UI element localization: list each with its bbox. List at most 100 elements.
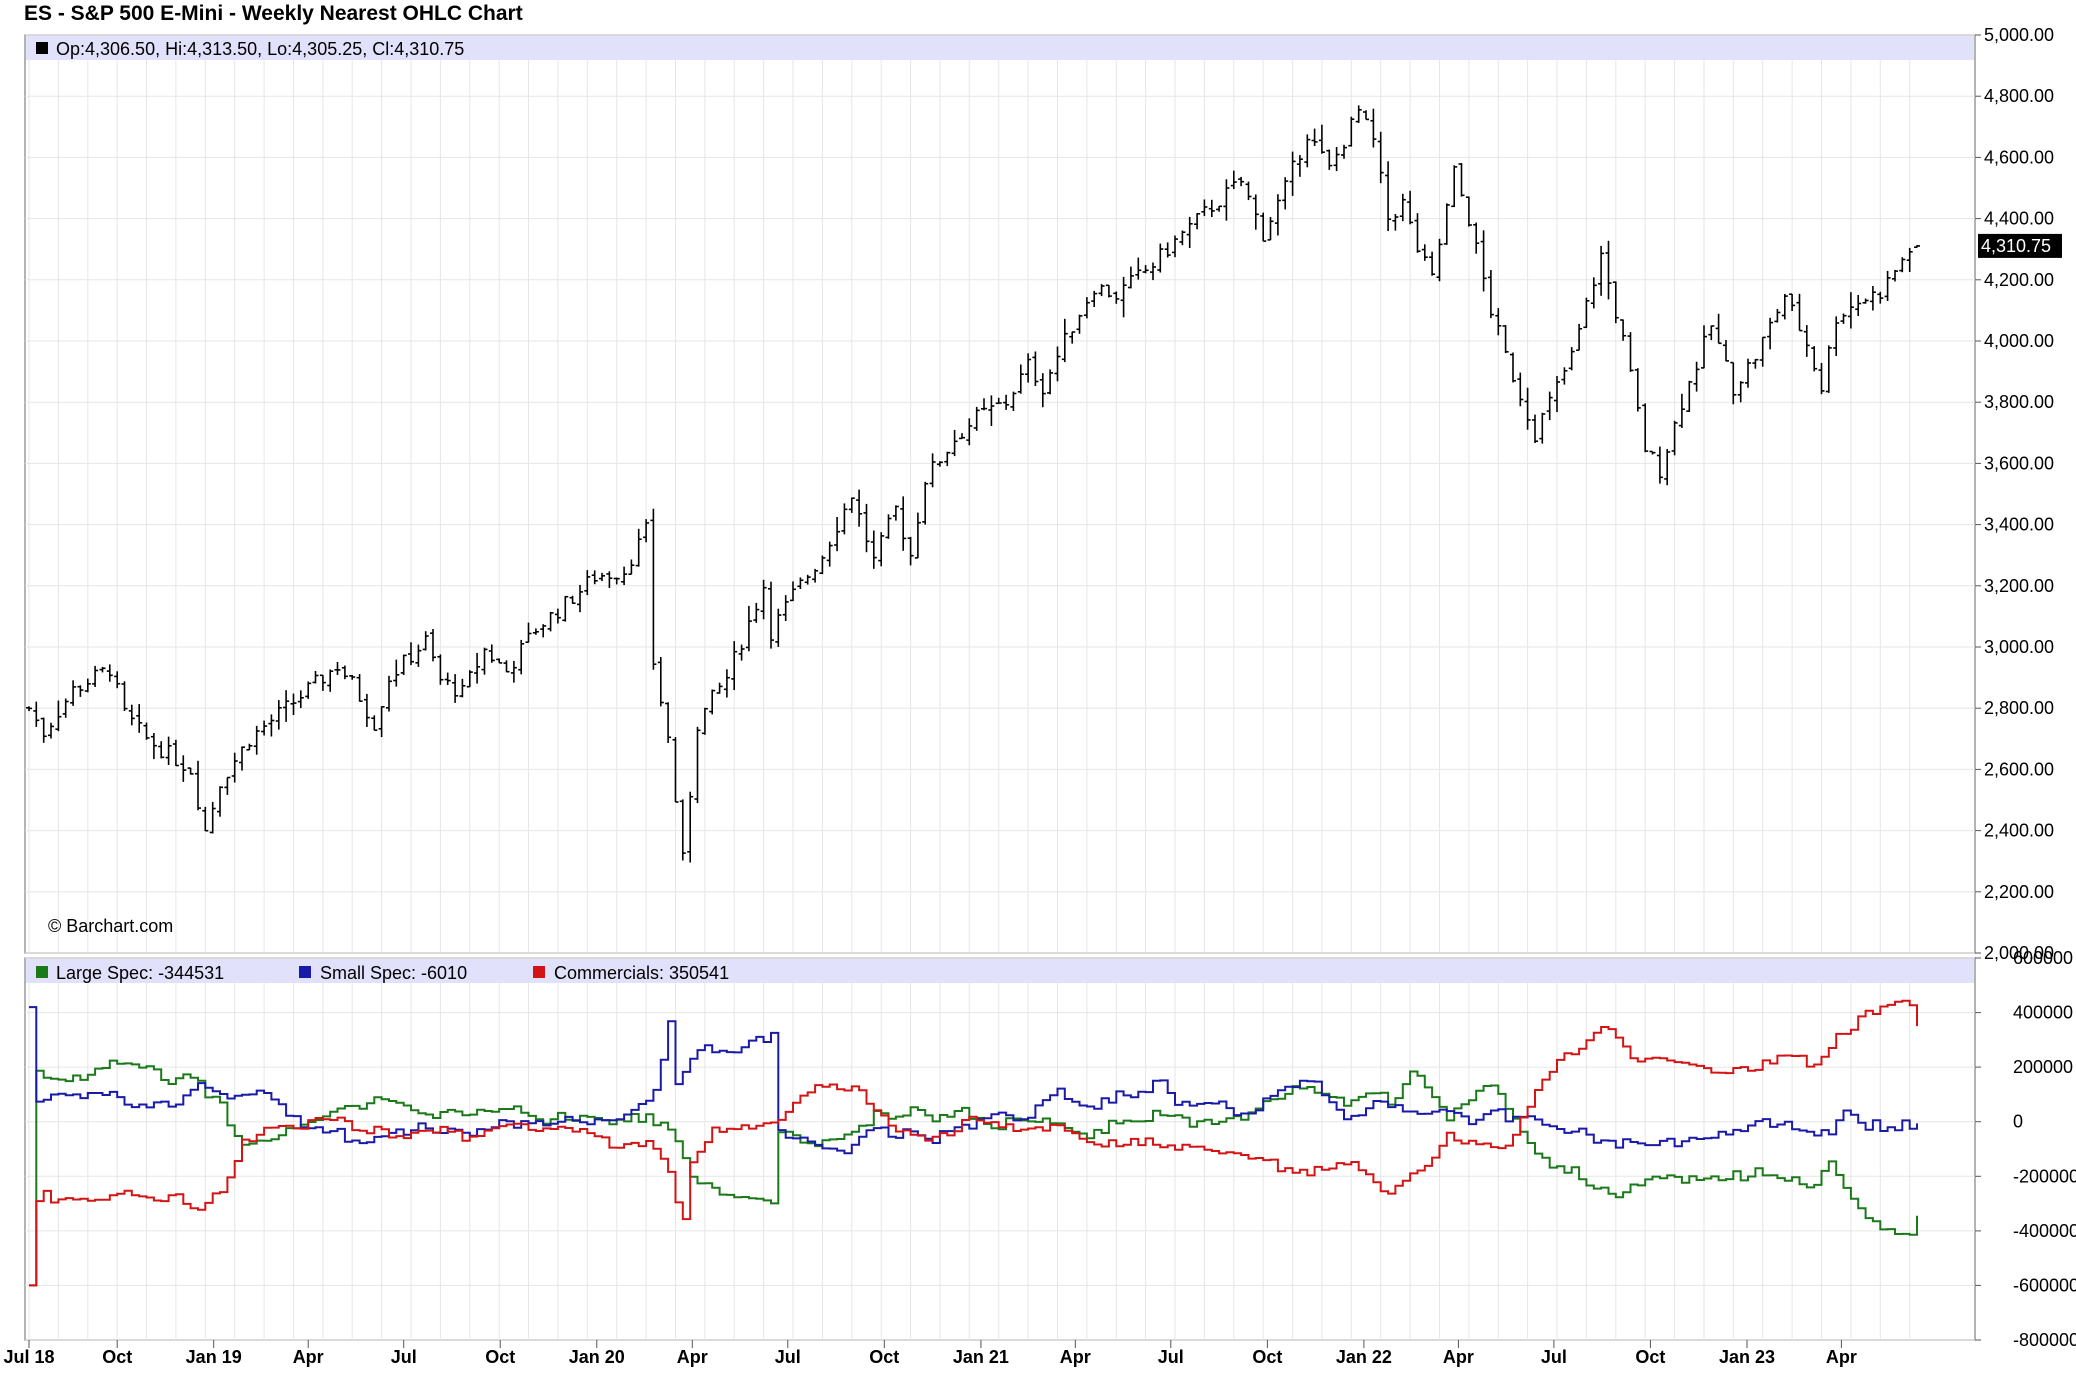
ohlc-bar (1216, 205, 1223, 212)
ohlc-bar (1649, 450, 1656, 455)
ohlc-bar (1098, 284, 1105, 297)
ohlc-bar (577, 584, 583, 613)
x-tick-label: Jul (1158, 1347, 1184, 1367)
legend-swatch-large-spec (36, 966, 48, 978)
x-tick-label: Oct (869, 1347, 899, 1367)
price-y-axis: 5,000.00 4,800.00 4,600.00 4,400.00 4,200.00… (1975, 25, 2054, 963)
ohlc-bar (1186, 216, 1193, 248)
watermark: © Barchart.com (48, 916, 173, 936)
ohlc-bar (165, 736, 172, 765)
ohlc-bar (1833, 316, 1840, 356)
ohlc-bar (466, 670, 473, 688)
ohlc-bar (1341, 144, 1347, 159)
ohlc-bar (922, 481, 929, 525)
ohlc-bar (246, 743, 253, 751)
ohlc-bar (621, 566, 628, 586)
ohlc-bar (1414, 213, 1421, 253)
ohlc-bar (202, 806, 209, 832)
ohlc-bar (1524, 387, 1531, 430)
ohlc-bar (1892, 269, 1898, 282)
ohlc-bar (195, 760, 201, 811)
last-price-marker: 4,310.75 (1978, 233, 2062, 258)
ohlc-bar (1869, 286, 1876, 311)
x-tick-label: Oct (1252, 1347, 1282, 1367)
y-tick-label: 600000 (2013, 948, 2073, 968)
ohlc-bar (1142, 265, 1149, 274)
ohlc-bar (738, 644, 745, 661)
ohlc-bar (687, 791, 694, 863)
ohlc-bar (275, 700, 282, 730)
x-tick-label: Jul (391, 1347, 417, 1367)
ohlc-bar (966, 418, 973, 446)
ohlc-bar (48, 722, 54, 739)
legend-large-spec: Large Spec: -344531 (56, 963, 224, 983)
y-tick-label: 5,000.00 (1984, 25, 2054, 45)
ohlc-bar (437, 654, 444, 685)
y-tick-label: -600000 (2013, 1275, 2076, 1295)
ohlc-bar (731, 641, 738, 691)
ohlc-bar (584, 570, 591, 596)
ohlc-bar (1664, 449, 1671, 486)
ohlc-bar (327, 669, 334, 692)
ohlc-bar (936, 461, 943, 467)
ohlc-bar (114, 671, 121, 689)
ohlc-bar (1451, 165, 1458, 208)
legend-swatch-commercials (533, 966, 545, 978)
y-tick-label: -200000 (2013, 1166, 2076, 1186)
ohlc-bar (768, 581, 774, 649)
x-tick-label: Jan 22 (1336, 1347, 1392, 1367)
ohlc-bar (547, 612, 554, 632)
y-tick-label: 4,800.00 (1984, 86, 2054, 106)
ohlc-bar (599, 572, 605, 582)
ohlc-bar (1311, 128, 1318, 146)
y-tick-label: 2,600.00 (1984, 759, 2054, 779)
ohlc-bar (665, 702, 672, 743)
ohlc-bar (1194, 213, 1201, 230)
ohlc-bar (885, 514, 892, 539)
ohlc-bar (701, 707, 708, 735)
ohlc-bar (1127, 266, 1134, 289)
ohlc-bar (312, 671, 319, 684)
y-tick-label: 4,200.00 (1984, 270, 2054, 290)
ohlc-bar (121, 681, 128, 711)
ohlc-bar (1333, 147, 1340, 172)
ohlc-bar (106, 664, 113, 682)
ohlc-bar (452, 674, 459, 703)
ohlc-bar (1091, 290, 1098, 307)
ohlc-bar (231, 752, 238, 783)
y-tick-label: 3,800.00 (1984, 392, 2054, 412)
ohlc-bar (1083, 297, 1090, 319)
ohlc-bar (716, 682, 723, 694)
y-tick-label: 2,000.00 (1984, 943, 2054, 963)
ohlc-bar (1003, 394, 1010, 410)
ohlc-bar (136, 704, 143, 733)
ohlc-bar (1172, 235, 1178, 258)
ohlc-bar (775, 608, 782, 647)
ohlc-bar (518, 639, 525, 675)
y-tick-label: 400000 (2013, 1003, 2073, 1023)
ohlc-bar (268, 714, 275, 737)
ohlc-bar (1568, 347, 1575, 371)
ohlc-bar (679, 799, 686, 861)
ohlc-bar (1561, 367, 1568, 385)
ohlc-bar (959, 433, 965, 440)
ohlc-bar (1723, 340, 1729, 362)
ohlc-bar (1877, 291, 1884, 304)
ohlc-bar (430, 629, 436, 662)
y-tick-label: 3,400.00 (1984, 515, 2054, 535)
legend-swatch-small-spec (299, 966, 311, 978)
ohlc-bar (62, 698, 69, 718)
ohlc-bar (1230, 170, 1237, 190)
ohlc-bar (1495, 308, 1502, 336)
ohlc-bar (1318, 124, 1325, 154)
ohlc-bar (1304, 134, 1311, 168)
ohlc-bar (415, 644, 422, 667)
ohlc-bar (172, 739, 179, 767)
ohlc-bar (1370, 108, 1377, 148)
ohlc-bar (1473, 222, 1480, 254)
ohlc-bar (1752, 358, 1759, 369)
ohlc-bar (1443, 203, 1450, 245)
ohlc-bar (1759, 336, 1766, 367)
price-legend-band (26, 36, 1974, 60)
